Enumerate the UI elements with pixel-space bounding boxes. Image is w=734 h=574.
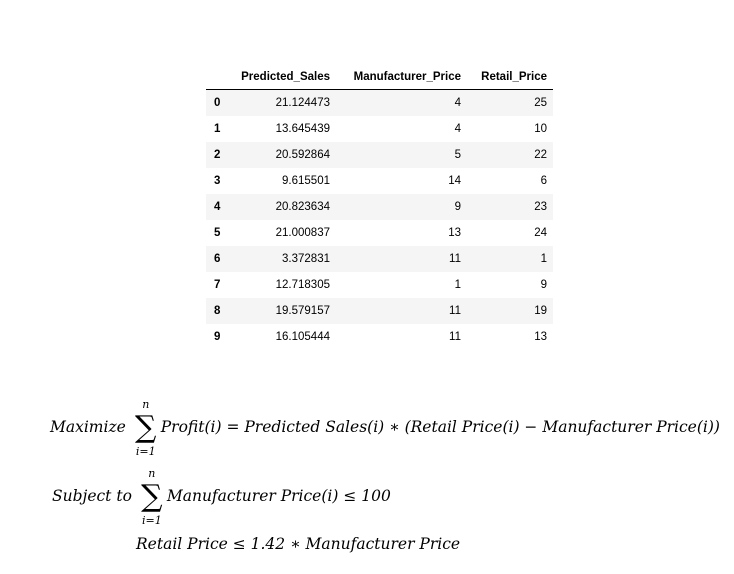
cell-predicted-sales: 21.000837 (275, 227, 330, 239)
table-row: 6 3.372831 11 1 (206, 246, 553, 272)
table-row: 0 21.124473 4 25 (206, 89, 553, 116)
cell-manufacturer-price: 4 (454, 97, 461, 109)
index-header (206, 64, 236, 90)
row-index: 5 (214, 227, 221, 239)
cell-predicted-sales: 20.823634 (275, 201, 330, 213)
table-header: Predicted_Sales Manufacturer_Price Retai… (206, 64, 553, 90)
cell-manufacturer-price: 13 (448, 227, 461, 239)
summation-symbol: n ∑ i=1 (139, 468, 165, 526)
header-row: Predicted_Sales Manufacturer_Price Retai… (206, 64, 553, 90)
cell-predicted-sales: 3.372831 (282, 253, 330, 265)
constraint-formula-1: Subject to n ∑ i=1 Manufacturer Price(i)… (52, 468, 391, 526)
cell-retail-price: 22 (534, 149, 547, 161)
constraint-label: Subject to (52, 487, 132, 505)
row-index: 9 (214, 331, 221, 343)
cell-manufacturer-price: 1 (454, 279, 461, 291)
dataframe-table: Predicted_Sales Manufacturer_Price Retai… (206, 64, 553, 350)
cell-retail-price: 10 (534, 123, 547, 135)
table-row: 9 16.105444 11 13 (206, 324, 553, 350)
column-header-predicted-sales: Predicted_Sales (236, 64, 331, 90)
cell-manufacturer-price: 11 (449, 253, 461, 265)
constraint-expression: Retail Price ≤ 1.42 ∗ Manufacturer Price (136, 535, 461, 553)
table-row: 4 20.823634 9 23 (206, 194, 553, 220)
cell-manufacturer-price: 11 (449, 331, 461, 343)
cell-predicted-sales: 16.105444 (275, 331, 330, 343)
cell-predicted-sales: 9.615501 (282, 175, 330, 187)
summation-symbol: n ∑ i=1 (133, 399, 159, 457)
cell-predicted-sales: 21.124473 (275, 97, 330, 109)
constraint-formula-2: Retail Price ≤ 1.42 ∗ Manufacturer Price (136, 535, 460, 553)
row-index: 3 (214, 175, 221, 187)
cell-manufacturer-price: 11 (449, 305, 461, 317)
objective-expression: Profit(i) = Predicted Sales(i) ∗ (Retail… (160, 418, 720, 436)
summation-upper-limit: n (142, 398, 150, 411)
table-row: 3 9.615501 14 6 (206, 168, 553, 194)
row-index: 8 (214, 305, 221, 317)
summation-lower-limit: i=1 (135, 445, 156, 458)
cell-manufacturer-price: 4 (454, 123, 461, 135)
table-row: 7 12.718305 1 9 (206, 272, 553, 298)
table-body: 0 21.124473 4 25 1 13.645439 4 10 2 20.5… (206, 89, 553, 350)
cell-retail-price: 6 (540, 175, 547, 187)
cell-retail-price: 19 (534, 305, 547, 317)
table-row: 2 20.592864 5 22 (206, 142, 553, 168)
row-index: 1 (214, 123, 221, 135)
row-index: 6 (214, 253, 221, 265)
cell-retail-price: 1 (540, 253, 547, 265)
row-index: 4 (214, 201, 221, 213)
objective-formula: Maximize n ∑ i=1 Profit(i) = Predicted S… (50, 399, 720, 457)
row-index: 2 (214, 149, 221, 161)
cell-retail-price: 23 (534, 201, 547, 213)
summation-lower-limit: i=1 (141, 514, 162, 527)
cell-retail-price: 9 (540, 279, 547, 291)
row-index: 7 (214, 279, 221, 291)
cell-retail-price: 24 (534, 227, 547, 239)
table-row: 8 19.579157 11 19 (206, 298, 553, 324)
column-header-retail-price: Retail_Price (462, 64, 553, 90)
objective-label: Maximize (50, 418, 126, 436)
cell-predicted-sales: 13.645439 (275, 123, 330, 135)
cell-predicted-sales: 20.592864 (275, 149, 330, 161)
table-row: 5 21.000837 13 24 (206, 220, 553, 246)
cell-predicted-sales: 19.579157 (275, 305, 330, 317)
cell-manufacturer-price: 9 (454, 201, 461, 213)
cell-predicted-sales: 12.718305 (275, 279, 330, 291)
cell-manufacturer-price: 14 (448, 175, 461, 187)
constraint-expression: Manufacturer Price(i) ≤ 100 (166, 487, 391, 505)
summation-upper-limit: n (148, 467, 156, 480)
table-row: 1 13.645439 4 10 (206, 116, 553, 142)
column-header-manufacturer-price: Manufacturer_Price (331, 64, 462, 90)
cell-retail-price: 25 (534, 97, 547, 109)
row-index: 0 (214, 97, 221, 109)
cell-retail-price: 13 (534, 331, 547, 343)
cell-manufacturer-price: 5 (454, 149, 461, 161)
